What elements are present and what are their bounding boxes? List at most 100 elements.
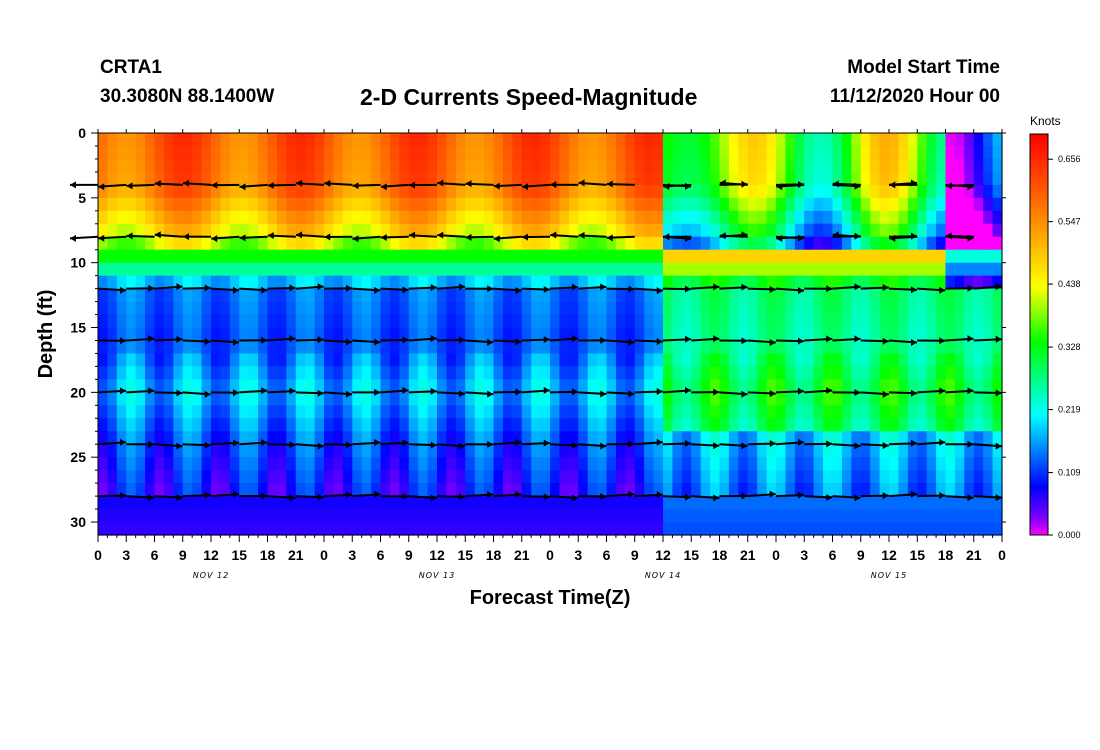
heatmap-cell xyxy=(973,249,984,264)
heatmap-cell xyxy=(135,340,146,355)
heatmap-cell xyxy=(634,379,645,393)
heatmap-cell xyxy=(907,288,918,303)
heatmap-cell xyxy=(945,444,956,458)
vector-arrowhead xyxy=(120,492,126,500)
heatmap-cell xyxy=(973,405,984,419)
heatmap-cell xyxy=(371,392,382,406)
heatmap-cell xyxy=(135,366,146,380)
heatmap-cell xyxy=(502,171,513,186)
heatmap-cell xyxy=(794,457,805,471)
heatmap-cell xyxy=(907,210,918,225)
heatmap-cell xyxy=(578,133,589,147)
heatmap-cell xyxy=(719,288,730,303)
heatmap-cell xyxy=(427,158,438,173)
heatmap-cell xyxy=(710,223,721,238)
heatmap-cell xyxy=(352,301,363,316)
heatmap-cell xyxy=(437,314,448,329)
heatmap-cell xyxy=(625,236,636,251)
heatmap-cell xyxy=(550,379,561,393)
heatmap-cell xyxy=(267,418,278,432)
heatmap-cell xyxy=(314,340,325,355)
heatmap-cell xyxy=(154,444,165,458)
heatmap-cell xyxy=(220,145,231,160)
heatmap-cell xyxy=(738,405,749,419)
heatmap-cell xyxy=(559,262,570,277)
heatmap-cell xyxy=(182,249,193,264)
heatmap-cell xyxy=(823,509,834,523)
heatmap-cell xyxy=(634,184,645,199)
heatmap-cell xyxy=(484,223,495,238)
heatmap-cell xyxy=(380,210,391,225)
heatmap-cell xyxy=(107,236,118,251)
heatmap-cell xyxy=(926,184,937,199)
heatmap-cell xyxy=(116,133,127,147)
heatmap-cell xyxy=(295,301,306,316)
heatmap-cell xyxy=(248,470,259,484)
heatmap-cell xyxy=(408,418,419,432)
heatmap-cell xyxy=(474,197,485,212)
heatmap-cell xyxy=(917,197,928,212)
heatmap-cell xyxy=(305,457,316,471)
vector-arrowhead xyxy=(183,233,189,241)
heatmap-cell xyxy=(634,249,645,264)
heatmap-cell xyxy=(954,366,965,380)
heatmap-cell xyxy=(860,509,871,523)
heatmap-cell xyxy=(389,275,400,290)
heatmap-cell xyxy=(512,353,523,368)
station-id: CRTA1 xyxy=(100,57,162,78)
heatmap-cell xyxy=(813,145,824,160)
heatmap-cell xyxy=(192,171,203,186)
heatmap-cell xyxy=(220,457,231,471)
heatmap-cell xyxy=(201,431,212,445)
heatmap-cell xyxy=(700,184,711,199)
heatmap-cell xyxy=(107,145,118,160)
heatmap-cell xyxy=(879,405,890,419)
heatmap-cell xyxy=(239,184,250,199)
x-tick-label: 15 xyxy=(231,547,247,563)
x-tick-label: 21 xyxy=(740,547,756,563)
heatmap-cell xyxy=(823,483,834,497)
heatmap-cell xyxy=(418,184,429,199)
heatmap-cell xyxy=(276,405,287,419)
heatmap-cell xyxy=(917,275,928,290)
heatmap-cell xyxy=(352,133,363,147)
heatmap-cell xyxy=(493,327,504,342)
heatmap-cell xyxy=(239,353,250,368)
heatmap-cell xyxy=(361,340,372,355)
heatmap-cell xyxy=(173,133,184,147)
heatmap-cell xyxy=(361,379,372,393)
heatmap-cell xyxy=(615,327,626,342)
heatmap-cell xyxy=(870,327,881,342)
heatmap-cell xyxy=(324,431,335,445)
heatmap-cell xyxy=(615,158,626,173)
heatmap-cell xyxy=(597,249,608,264)
heatmap-cell xyxy=(945,366,956,380)
heatmap-cell xyxy=(954,210,965,225)
heatmap-cell xyxy=(135,353,146,368)
heatmap-cell xyxy=(578,353,589,368)
heatmap-cell xyxy=(776,133,787,147)
vector-arrowhead xyxy=(685,493,691,501)
heatmap-cell xyxy=(437,262,448,277)
heatmap-cell xyxy=(653,509,664,523)
heatmap-cell xyxy=(154,457,165,471)
heatmap-cell xyxy=(691,145,702,160)
heatmap-cell xyxy=(738,145,749,160)
heatmap-cell xyxy=(823,314,834,329)
heatmap-cell xyxy=(578,145,589,160)
heatmap-cell xyxy=(427,444,438,458)
heatmap-cell xyxy=(201,158,212,173)
heatmap-cell xyxy=(173,496,184,510)
heatmap-cell xyxy=(126,249,137,264)
heatmap-cell xyxy=(333,418,344,432)
heatmap-cell xyxy=(126,184,137,199)
heatmap-cell xyxy=(408,133,419,147)
heatmap-cell xyxy=(681,431,692,445)
heatmap-cell xyxy=(757,392,768,406)
heatmap-cell xyxy=(860,444,871,458)
heatmap-cell xyxy=(211,210,222,225)
heatmap-cell xyxy=(841,522,852,536)
heatmap-cell xyxy=(465,496,476,510)
vector-arrowhead xyxy=(70,234,76,242)
heatmap-cell xyxy=(371,171,382,186)
